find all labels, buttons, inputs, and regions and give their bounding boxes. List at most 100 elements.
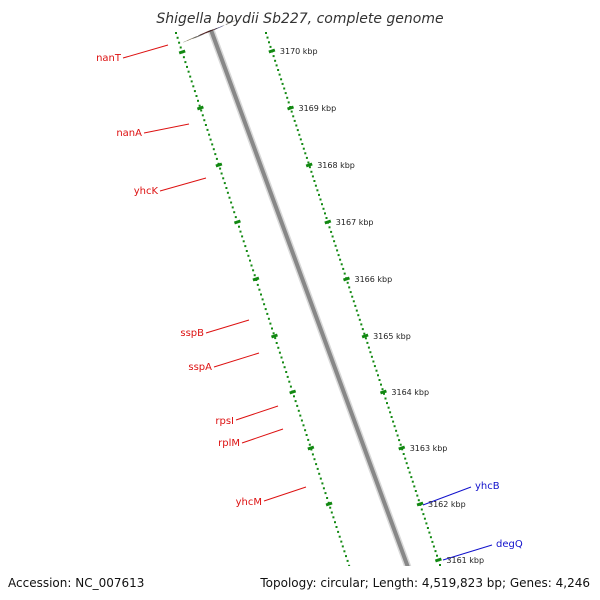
ruler-major-tick xyxy=(307,445,315,451)
inner-ruler-dot xyxy=(271,327,273,330)
inner-ruler-dot xyxy=(322,487,325,490)
inner-ruler-dot xyxy=(346,559,349,562)
outer-ruler-dot xyxy=(275,64,278,67)
label-leader-line xyxy=(213,352,260,368)
gene-yhcM-box xyxy=(194,33,205,39)
inner-ruler-dot xyxy=(263,303,266,306)
label-leader-line xyxy=(205,319,250,334)
outer-ruler-dot xyxy=(339,258,342,261)
inner-ruler-dot xyxy=(250,264,253,267)
inner-ruler-dot xyxy=(293,395,295,398)
outer-ruler-dot xyxy=(284,92,287,95)
inner-ruler-dot xyxy=(214,153,217,156)
inner-ruler-dot xyxy=(277,346,280,349)
gene-sspA-box xyxy=(192,34,203,40)
outer-ruler-dot xyxy=(278,73,281,76)
ruler-label-3162-kbp: 3162 kbp xyxy=(428,500,466,509)
outer-ruler-dot xyxy=(395,429,398,432)
inner-ruler-dot xyxy=(195,95,198,97)
gene-label-sspB: sspB xyxy=(180,328,204,339)
inner-ruler-dot xyxy=(288,380,291,383)
inner-ruler-dot xyxy=(285,371,288,373)
gene-label-nanT: nanT xyxy=(96,53,122,64)
inner-ruler-dot xyxy=(278,351,281,354)
outer-ruler-dot xyxy=(384,397,387,400)
outer-ruler-dot xyxy=(348,286,351,289)
genome-backbone xyxy=(207,28,424,600)
outer-ruler-dot xyxy=(277,69,280,71)
outer-ruler-dot xyxy=(378,379,381,381)
outer-ruler-dot xyxy=(319,198,322,201)
inner-ruler-dot xyxy=(275,342,278,344)
inner-ruler-dot xyxy=(238,225,240,228)
label-leader-line xyxy=(235,405,279,421)
inner-ruler-dot xyxy=(252,269,255,272)
outer-ruler-dot xyxy=(417,499,420,502)
label-leader-line xyxy=(159,177,207,192)
gene-label-yhcM: yhcM xyxy=(236,497,262,508)
inner-ruler-dot xyxy=(253,274,256,277)
outer-ruler-dot xyxy=(423,517,426,520)
gene-yhcM-arrow xyxy=(205,27,219,34)
outer-ruler-dot xyxy=(404,457,407,460)
inner-ruler-dot xyxy=(234,216,237,219)
inner-ruler-dot xyxy=(203,119,206,122)
outer-ruler-dot xyxy=(305,156,308,159)
inner-ruler-dot xyxy=(310,448,313,451)
inner-ruler-dot xyxy=(267,317,270,320)
inner-ruler-dot xyxy=(256,283,259,286)
inner-ruler-dot xyxy=(176,36,179,39)
inner-ruler-dot xyxy=(311,453,314,456)
outer-ruler-dot xyxy=(314,184,317,187)
inner-ruler-dot xyxy=(244,245,247,248)
outer-ruler-dot xyxy=(396,434,399,437)
outer-ruler-dot xyxy=(287,101,290,104)
outer-ruler-dot xyxy=(410,476,413,479)
inner-ruler-dot xyxy=(315,463,318,466)
inner-ruler-dot xyxy=(282,361,284,364)
outer-ruler-dot xyxy=(340,263,343,266)
ruler-major-tick xyxy=(178,49,186,55)
outer-ruler-dot xyxy=(298,133,301,136)
outer-ruler-dot xyxy=(342,267,345,270)
outer-ruler-dot xyxy=(398,439,401,442)
inner-ruler-dot xyxy=(261,298,264,301)
inner-ruler-dot xyxy=(341,545,344,548)
inner-ruler-dot xyxy=(329,506,332,509)
gene-features xyxy=(122,20,493,561)
outer-ruler-dot xyxy=(283,87,286,90)
outer-ruler-dot xyxy=(381,388,384,391)
inner-ruler-dot xyxy=(264,308,267,311)
outer-ruler-dot xyxy=(422,513,425,516)
gene-label-nanA: nanA xyxy=(116,128,142,139)
outer-ruler-dot xyxy=(304,152,307,155)
outer-ruler-dot xyxy=(334,244,337,247)
label-leader-line xyxy=(422,486,472,506)
outer-ruler-dot xyxy=(436,554,438,557)
outer-ruler-dot xyxy=(292,115,295,118)
inner-ruler-dot xyxy=(187,70,190,73)
inner-ruler-dot xyxy=(239,230,242,233)
inner-ruler-dot xyxy=(249,259,251,262)
inner-ruler-dot xyxy=(307,438,310,441)
outer-ruler-dot xyxy=(426,527,429,529)
inner-ruler-dot xyxy=(247,254,250,257)
inner-ruler-dot xyxy=(280,356,283,359)
outer-ruler-dot xyxy=(349,291,352,294)
inner-ruler-dot xyxy=(228,196,231,199)
outer-ruler-dot xyxy=(274,59,277,62)
gene-nanA-arrow xyxy=(198,29,212,36)
inner-ruler-dot xyxy=(175,32,177,34)
outer-ruler-dot xyxy=(392,420,395,423)
inner-ruler-dot xyxy=(289,385,292,388)
ruler-label-3164-kbp: 3164 kbp xyxy=(391,388,429,397)
outer-ruler-dot xyxy=(416,494,419,497)
inner-ruler-dot xyxy=(242,240,245,243)
outer-ruler-dot xyxy=(280,78,283,81)
ruler-label-3161-kbp: 3161 kbp xyxy=(446,556,484,565)
outer-ruler-dot xyxy=(439,564,441,566)
ruler-label-3168-kbp: 3168 kbp xyxy=(317,161,355,170)
inner-ruler-dot xyxy=(334,521,336,524)
outer-ruler-dot xyxy=(367,346,370,349)
